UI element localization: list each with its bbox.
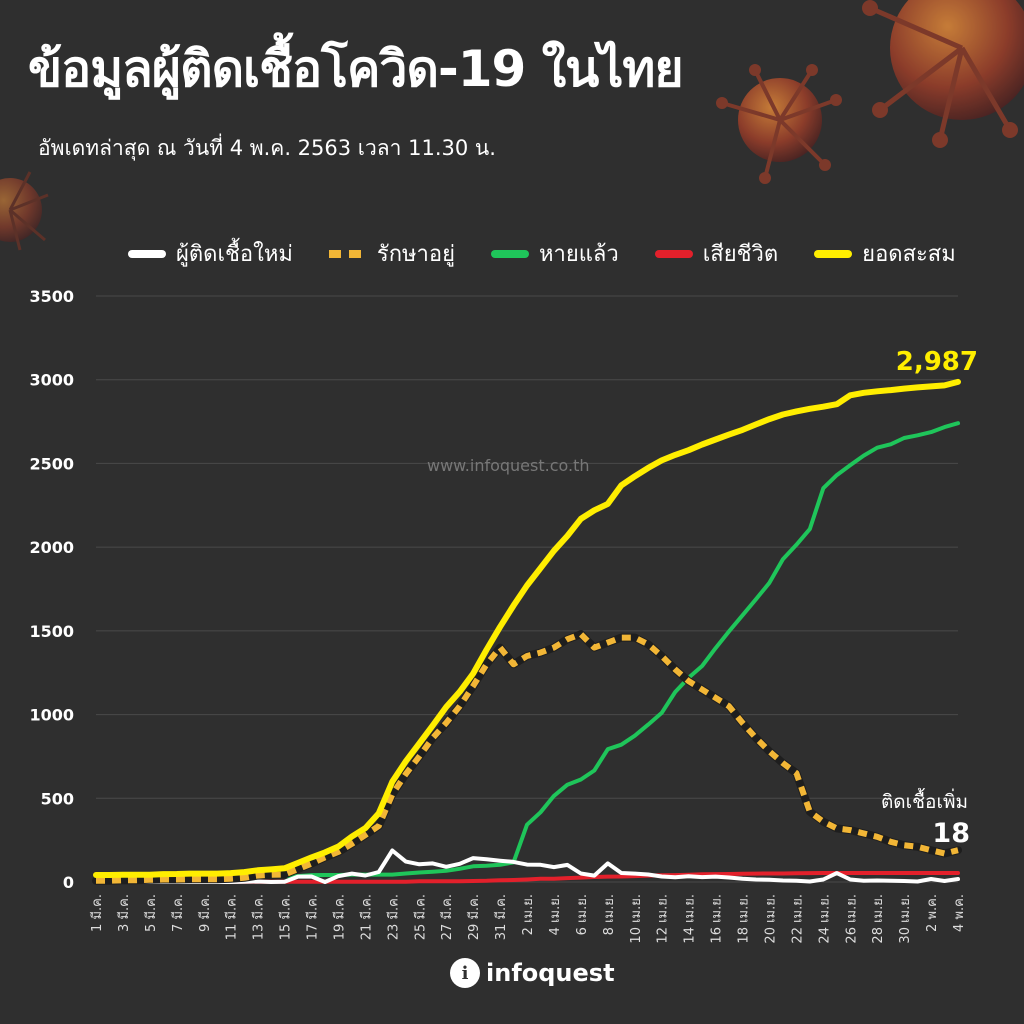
x-tick-label: 2 พ.ค. — [925, 894, 940, 932]
legend-item-active: รักษาอยู่ — [328, 236, 455, 271]
x-tick-label: 2 เม.ย. — [521, 894, 536, 935]
x-tick-label: 25 มี.ค. — [412, 894, 428, 940]
x-tick-label: 13 มี.ค. — [251, 894, 267, 940]
virus-icon — [862, 0, 1024, 148]
x-tick-label: 17 มี.ค. — [305, 894, 321, 940]
legend-label: ผู้ติดเชื้อใหม่ — [176, 242, 293, 267]
y-tick-label: 3000 — [29, 371, 74, 390]
x-tick-label: 12 เม.ย. — [656, 894, 671, 944]
legend-label: เสียชีวิต — [702, 242, 779, 267]
watermark: www.infoquest.co.th — [427, 456, 590, 475]
x-tick-label: 29 มี.ค. — [466, 894, 482, 940]
x-tick-label: 14 เม.ย. — [683, 894, 698, 944]
chart-legend: ผู้ติดเชื้อใหม่ รักษาอยู่ หายแล้ว เสียชี… — [128, 236, 956, 271]
legend-swatch — [128, 249, 166, 258]
legend-label: ยอดสะสม — [862, 242, 956, 267]
y-tick-label: 1000 — [29, 706, 74, 725]
x-tick-label: 3 มี.ค. — [116, 894, 132, 932]
x-tick-label: 20 เม.ย. — [763, 894, 778, 944]
legend-swatch — [654, 249, 693, 258]
x-tick-label: 26 เม.ย. — [844, 894, 859, 944]
update-timestamp: อัพเดทล่าสุด ณ วันที่ 4 พ.ค. 2563 เวลา 1… — [38, 136, 496, 160]
x-tick-label: 6 เม.ย. — [575, 894, 590, 935]
legend-label: หายแล้ว — [538, 242, 619, 267]
x-tick-label: 11 มี.ค. — [224, 894, 240, 940]
legend-swatch — [814, 249, 853, 258]
y-tick-label: 1500 — [29, 622, 74, 641]
x-tick-label: 16 เม.ย. — [710, 894, 725, 944]
y-tick-label: 2500 — [29, 454, 74, 473]
logo-text: infoquest — [486, 959, 615, 987]
x-tick-label: 7 มี.ค. — [170, 894, 186, 932]
legend-item-recovered: หายแล้ว — [490, 236, 619, 271]
new-cases-value-label: 18 — [932, 818, 970, 849]
legend-swatch — [328, 249, 367, 258]
virus-icon — [0, 171, 49, 251]
x-tick-label: 24 เม.ย. — [817, 894, 832, 944]
cumulative-total-label: 2,987 — [896, 347, 978, 377]
legend-item-new-cases: ผู้ติดเชื้อใหม่ — [128, 236, 293, 271]
x-tick-label: 23 มี.ค. — [385, 894, 401, 940]
x-tick-label: 8 เม.ย. — [602, 894, 617, 935]
series-line-cumulative — [93, 378, 961, 878]
x-tick-label: 15 มี.ค. — [278, 894, 294, 940]
y-tick-label: 2000 — [29, 538, 74, 557]
legend-item-cumulative: ยอดสะสม — [814, 236, 956, 271]
x-tick-label: 31 มี.ค. — [493, 894, 509, 940]
x-tick-label: 5 มี.ค. — [143, 894, 159, 932]
x-tick-label: 10 เม.ย. — [629, 894, 644, 944]
virus-icon — [716, 64, 842, 184]
x-tick-label: 4 พ.ค. — [952, 894, 967, 932]
new-cases-annotation-label: ติดเชื้อเพิ่ม — [881, 788, 968, 813]
y-tick-label: 500 — [41, 789, 74, 808]
info-i-icon: i — [450, 958, 480, 988]
legend-item-deaths: เสียชีวิต — [654, 236, 779, 271]
x-tick-label: 22 เม.ย. — [790, 894, 805, 944]
x-tick-label: 4 เม.ย. — [548, 894, 563, 935]
series-line-active-outline — [92, 630, 962, 885]
series-line-active — [96, 631, 959, 884]
x-tick-label: 27 มี.ค. — [439, 894, 455, 940]
x-tick-label: 28 เม.ย. — [871, 894, 886, 944]
series-line-recovered — [94, 421, 960, 879]
x-tick-label: 21 มี.ค. — [358, 894, 374, 940]
x-tick-label: 19 มี.ค. — [331, 894, 347, 940]
y-tick-label: 3500 — [29, 287, 74, 306]
legend-swatch — [490, 249, 529, 258]
x-tick-label: 9 มี.ค. — [197, 894, 213, 932]
legend-label: รักษาอยู่ — [376, 242, 455, 267]
x-tick-label: 30 เม.ย. — [898, 894, 913, 944]
x-tick-label: 18 เม.ย. — [737, 894, 752, 944]
infoquest-logo: i infoquest — [450, 958, 615, 988]
x-tick-label: 1 มี.ค. — [89, 894, 105, 932]
y-tick-label: 0 — [63, 873, 74, 892]
page-title: ข้อมูลผู้ติดเชื้อโควิด-19 ในไทย — [28, 40, 684, 98]
